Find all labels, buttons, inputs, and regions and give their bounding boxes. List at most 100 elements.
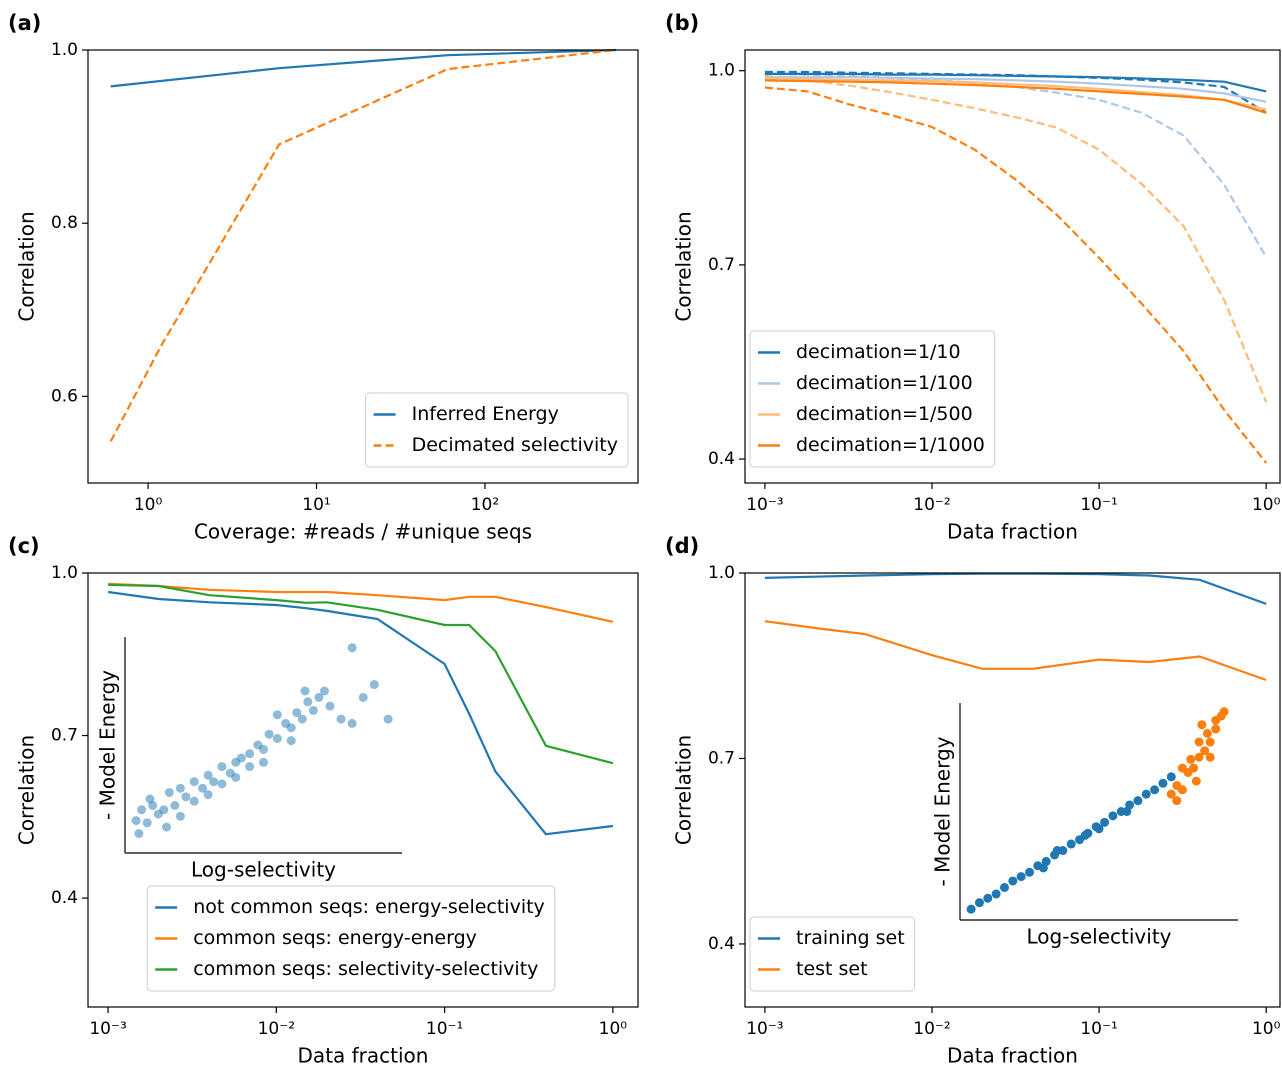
scatter-point — [966, 904, 976, 914]
scatter-point — [1194, 752, 1204, 762]
scatter-point — [1066, 839, 1076, 849]
legend: not common seqs: energy-selectivity commo… — [146, 885, 556, 992]
y-tick-label: 0.6 — [51, 386, 78, 406]
data-line — [764, 76, 1267, 103]
scatter-point — [286, 736, 296, 746]
scatter-point — [1166, 772, 1176, 782]
legend-label: Inferred Energy — [412, 403, 559, 425]
scatter-point — [991, 889, 1001, 899]
scatter-point — [308, 705, 318, 715]
data-line — [764, 74, 1268, 403]
y-axis-label: Correlation — [15, 211, 39, 321]
scatter-point — [286, 723, 296, 733]
scatter-point — [1052, 846, 1062, 856]
scatter-point — [336, 714, 346, 724]
scatter-point — [1194, 737, 1204, 747]
inset-y-label: - Model Energy — [96, 670, 120, 820]
scatter-point — [259, 757, 268, 767]
scatter-point — [142, 818, 152, 828]
scatter-point — [217, 762, 227, 772]
axes-frame — [87, 49, 639, 484]
data-line — [108, 582, 614, 623]
scatter-point — [1205, 752, 1215, 762]
inset-x-label: Log-selectivity — [1027, 925, 1172, 949]
data-line — [110, 48, 617, 88]
scatter-point — [1200, 746, 1210, 756]
x-tick-label: 10⁰ — [134, 495, 163, 515]
scatter-point — [209, 777, 219, 787]
scatter-point — [272, 710, 282, 720]
scatter-point — [314, 692, 324, 702]
x-axis-label: Data fraction — [947, 520, 1078, 544]
legend-label: decimation=1/1000 — [796, 434, 985, 456]
y-axis-label: Correlation — [672, 735, 696, 845]
y-tick-label: 0.4 — [708, 449, 735, 469]
scatter-point — [189, 777, 199, 787]
scatter-point — [1219, 707, 1229, 717]
scatter-point — [145, 794, 155, 804]
y-tick-label: 0.4 — [51, 888, 78, 908]
scatter-point — [1202, 728, 1212, 738]
scatter-point — [1177, 763, 1187, 773]
x-tick-label: 10⁻¹ — [1080, 495, 1117, 515]
legend-box — [749, 916, 916, 992]
scatter-point — [175, 783, 185, 793]
x-tick-label: 10² — [471, 495, 499, 515]
data-line — [764, 77, 1267, 111]
legend-label: common seqs: energy-energy — [193, 927, 477, 949]
legend: training set test set — [749, 916, 916, 992]
y-tick-label: 1.0 — [51, 40, 78, 60]
scatter-point — [297, 714, 307, 724]
axes-frame — [744, 49, 1281, 484]
scatter-point — [1094, 824, 1104, 834]
x-tick-label: 10⁻² — [913, 495, 950, 515]
scatter-point — [1189, 763, 1199, 773]
inset-x-label: Log-selectivity — [191, 858, 336, 882]
scatter-point — [1172, 796, 1182, 806]
legend-label: not common seqs: energy-selectivity — [193, 896, 545, 918]
legend-box — [749, 330, 996, 468]
scatter-point — [347, 718, 357, 728]
scatter-point — [134, 829, 144, 839]
y-tick-label: 1.0 — [51, 563, 78, 583]
scatter-point — [1108, 811, 1118, 821]
scatter-point — [319, 686, 329, 696]
x-tick-label: 10⁻³ — [89, 1019, 126, 1039]
data-line — [764, 72, 1268, 258]
y-tick-label: 0.8 — [51, 213, 78, 233]
scatter-point — [245, 762, 255, 772]
scatter-point — [203, 790, 213, 800]
legend-label: common seqs: selectivity-selectivity — [193, 958, 538, 980]
y-tick-label: 1.0 — [708, 61, 735, 81]
scatter-point — [303, 697, 313, 707]
axes-frame — [744, 572, 1281, 1008]
scatter-point — [198, 783, 208, 793]
scatter-point — [203, 770, 213, 780]
scatter-point — [347, 643, 357, 653]
scatter-point — [974, 898, 984, 908]
panel-label: (b) — [665, 11, 699, 35]
y-tick-label: 1.0 — [708, 563, 735, 583]
x-axis-label: Coverage: #reads / #unique seqs — [194, 520, 532, 544]
scatter-point — [170, 800, 180, 810]
legend: Inferred Energy Decimated selectivity — [365, 392, 629, 468]
scatter-point — [358, 692, 368, 702]
scatter-point — [259, 744, 268, 754]
scatter-point — [159, 805, 169, 815]
legend-box — [146, 885, 556, 992]
x-tick-label: 10⁰ — [1252, 1019, 1281, 1039]
scatter-point — [1080, 830, 1090, 840]
x-axis-label: Data fraction — [947, 1044, 1078, 1067]
scatter-point — [1197, 720, 1207, 730]
data-line — [764, 620, 1267, 682]
y-axis-label: Correlation — [672, 211, 696, 321]
scatter-point — [325, 701, 335, 711]
y-tick-label: 0.7 — [51, 726, 78, 746]
scatter-point — [217, 779, 227, 789]
data-line — [764, 79, 1267, 114]
scatter-point — [1191, 776, 1201, 786]
scatter-point — [1158, 778, 1168, 788]
legend-label: decimation=1/10 — [796, 341, 961, 363]
scatter-point — [1205, 737, 1215, 747]
